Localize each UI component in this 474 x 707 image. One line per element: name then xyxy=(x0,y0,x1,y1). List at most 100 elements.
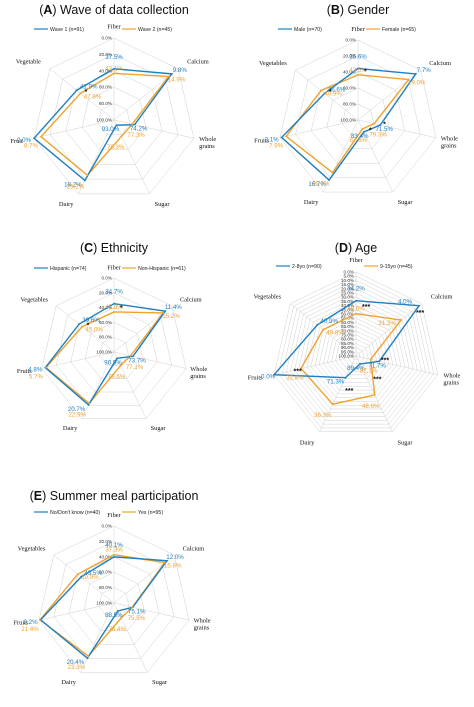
data-point xyxy=(162,311,164,314)
legend: No/Don't know (n=40) Yes (n=95) xyxy=(34,510,163,516)
data-label: 20.7% xyxy=(68,406,86,413)
legend-label-series2: Female (n=65) xyxy=(382,27,416,33)
legend-label-series2: 9-15yo (n=45) xyxy=(380,264,413,270)
axis-label: Dairy xyxy=(300,439,315,446)
axis-label-part: grains xyxy=(199,143,215,150)
legend-label-series1: No/Don't know (n=40) xyxy=(50,510,100,516)
data-point xyxy=(163,561,166,564)
data-label: 0.0% xyxy=(17,137,32,144)
panel-c: (C) Ethnicity Hispanic (n=74) Non-Hispanic… xyxy=(0,240,232,450)
panel-title-text: ) Age xyxy=(348,241,377,255)
data-point xyxy=(115,124,118,127)
grid-spoke xyxy=(80,602,115,673)
grid-ring xyxy=(83,571,145,631)
data-point xyxy=(373,394,376,396)
panel-e: (E) Summer meal participation No/Don't kn… xyxy=(0,488,232,707)
data-label: 26.9% xyxy=(312,181,330,188)
grid-ring xyxy=(295,55,421,178)
data-point xyxy=(131,606,134,609)
significance-marker: * xyxy=(329,89,332,96)
data-point xyxy=(170,72,173,75)
tick-label: 5.0% xyxy=(344,274,354,279)
panel-title: (C) Ethnicity xyxy=(80,241,149,255)
data-label: 75.5% xyxy=(128,615,146,622)
data-label: 75.1% xyxy=(128,608,146,615)
axis-label: Whole grains xyxy=(443,372,460,386)
data-point xyxy=(323,92,326,95)
grid-spoke xyxy=(274,355,357,375)
legend-label-series1: Male (n=70) xyxy=(294,27,322,33)
data-point xyxy=(400,319,403,321)
axis-label: Sugar xyxy=(398,199,414,206)
tick-label: 20.0% xyxy=(99,290,112,295)
tick-label: 50.0% xyxy=(341,312,354,317)
grid-ring xyxy=(310,309,402,398)
significance-marker: *** xyxy=(416,310,424,317)
grid-ring xyxy=(302,301,410,406)
data-label: 39.9% xyxy=(81,574,99,581)
axis-label-part: Whole xyxy=(443,372,460,379)
panel-title-letter: ( xyxy=(30,489,35,503)
grid-ring xyxy=(277,275,435,429)
panel-d: (D) Age 2-8yo (n=90) 9-15yo (n=45) 0.0% 5.0%… xyxy=(240,240,474,460)
axis-label: Fiber xyxy=(349,257,363,264)
panel-title-letter: ( xyxy=(80,241,85,255)
data-label: 2.1% xyxy=(265,136,280,143)
data-label: 7.9% xyxy=(269,142,284,149)
data-point xyxy=(120,135,123,137)
grid-spoke xyxy=(357,119,437,139)
tick-label: 100.0% xyxy=(96,601,112,606)
tick-label: 20.0% xyxy=(99,52,112,57)
axis-label: Dairy xyxy=(304,199,319,206)
data-point xyxy=(119,364,122,367)
tick-label: 0.0% xyxy=(102,36,112,41)
data-point xyxy=(39,618,41,621)
data-point xyxy=(320,89,322,92)
data-label: 25.2% xyxy=(67,183,85,190)
radar-chart-a: (A) Wave of data collection Wave 1 (n=91)… xyxy=(10,3,216,208)
axis-label: Dairy xyxy=(63,425,78,432)
data-label: 79.6% xyxy=(108,374,126,381)
tick-label: 40.0% xyxy=(99,554,112,559)
data-point xyxy=(76,573,79,576)
legend-label-series2: Wave 2 (n=45) xyxy=(138,27,172,33)
grid-ring xyxy=(294,292,418,414)
data-label: 31.3% xyxy=(378,320,396,327)
data-point xyxy=(116,357,118,360)
data-label: 71.5% xyxy=(375,126,393,133)
data-point xyxy=(378,360,381,363)
significance-marker: * xyxy=(87,322,90,329)
data-point xyxy=(328,179,330,181)
significance-marker: *** xyxy=(294,369,302,376)
data-label: 15.8% xyxy=(164,563,182,570)
tick-label: 0.0% xyxy=(102,276,112,281)
axis-label-part: Whole xyxy=(199,136,216,143)
data-label: 45.9% xyxy=(105,304,123,311)
tick-label: 100.0% xyxy=(96,350,112,355)
data-point xyxy=(75,89,78,92)
data-label: 48.6% xyxy=(362,403,380,410)
data-point xyxy=(40,135,42,138)
data-label: 43.5% xyxy=(349,67,367,74)
tick-label: 100.0% xyxy=(96,118,112,123)
grid-ring xyxy=(339,338,373,372)
data-point xyxy=(379,124,382,126)
series-line-series1 xyxy=(39,556,169,660)
data-point xyxy=(418,304,420,307)
panel-title-text: ) Gender xyxy=(340,3,389,17)
tick-label: 25.0% xyxy=(341,291,354,296)
legend-label-series1: 2-8yo (n=90) xyxy=(292,264,322,270)
panel-title: (E) Summer meal participation xyxy=(30,489,199,503)
data-label: 37.3% xyxy=(105,547,123,554)
data-point xyxy=(357,67,359,70)
axis-label: Fruits xyxy=(17,368,32,375)
tick-label: 60.0% xyxy=(99,320,112,325)
grid-ring xyxy=(322,322,390,387)
tick-label: 20.0% xyxy=(343,54,356,59)
tick-label: 100.0% xyxy=(338,354,354,359)
data-label: 49.6% xyxy=(347,306,365,313)
tick-label: 40.0% xyxy=(99,68,112,73)
grid-spoke xyxy=(113,119,150,194)
axis-label: Fiber xyxy=(107,24,121,31)
